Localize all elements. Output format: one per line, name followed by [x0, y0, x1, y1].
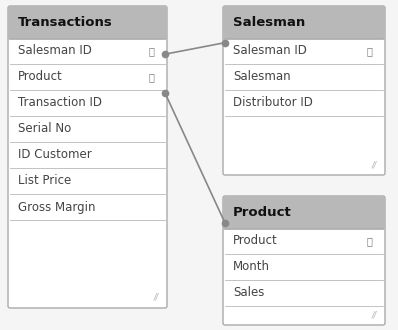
- Text: //: //: [154, 293, 159, 302]
- Text: ⚿: ⚿: [148, 72, 154, 82]
- Text: ID Customer: ID Customer: [18, 148, 92, 161]
- Text: Serial No: Serial No: [18, 122, 71, 136]
- Bar: [225, 32, 383, 38]
- Text: ⚿: ⚿: [148, 46, 154, 56]
- Bar: [225, 198, 383, 228]
- Text: ⚿: ⚿: [366, 236, 372, 246]
- Text: Sales: Sales: [233, 286, 264, 300]
- Text: //: //: [372, 310, 377, 319]
- Bar: [225, 222, 383, 228]
- Bar: [10, 32, 165, 38]
- Text: Salesman ID: Salesman ID: [18, 45, 92, 57]
- Text: //: //: [372, 160, 377, 169]
- Text: Transaction ID: Transaction ID: [18, 96, 102, 110]
- Text: Salesman: Salesman: [233, 71, 291, 83]
- Text: Transactions: Transactions: [18, 16, 113, 29]
- Text: Product: Product: [233, 235, 278, 248]
- Bar: [10, 8, 165, 38]
- Text: Product: Product: [233, 207, 292, 219]
- Text: Salesman: Salesman: [233, 16, 305, 29]
- Text: Gross Margin: Gross Margin: [18, 201, 96, 214]
- Text: Salesman ID: Salesman ID: [233, 45, 307, 57]
- Bar: [225, 8, 383, 38]
- FancyBboxPatch shape: [223, 6, 385, 40]
- FancyBboxPatch shape: [223, 6, 385, 175]
- Text: ⚿: ⚿: [366, 46, 372, 56]
- FancyBboxPatch shape: [8, 6, 167, 40]
- Text: List Price: List Price: [18, 175, 71, 187]
- Text: Month: Month: [233, 260, 270, 274]
- Text: Distributor ID: Distributor ID: [233, 96, 313, 110]
- FancyBboxPatch shape: [223, 196, 385, 325]
- Text: Product: Product: [18, 71, 63, 83]
- FancyBboxPatch shape: [223, 196, 385, 230]
- FancyBboxPatch shape: [8, 6, 167, 308]
